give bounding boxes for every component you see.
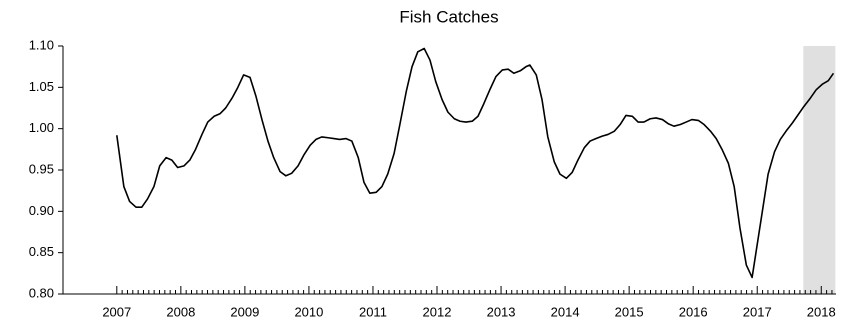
x-tick-label: 2015 — [615, 304, 644, 319]
chart-title: Fish Catches — [399, 7, 498, 26]
x-tick-label: 2012 — [423, 304, 452, 319]
shaded-region — [803, 46, 836, 294]
y-tick-label: 0.80 — [29, 285, 54, 300]
x-tick-label: 2007 — [102, 304, 131, 319]
y-tick-label: 1.05 — [29, 79, 54, 94]
x-tick-label: 2008 — [166, 304, 195, 319]
x-tick-label: 2010 — [294, 304, 323, 319]
x-tick-label: 2013 — [487, 304, 516, 319]
y-tick-label: 0.95 — [29, 161, 54, 176]
y-tick-label: 1.00 — [29, 120, 54, 135]
x-tick-label: 2011 — [359, 304, 387, 319]
x-tick-label: 2017 — [743, 304, 772, 319]
x-tick-label: 2018 — [807, 304, 836, 319]
y-tick-label: 0.90 — [29, 203, 54, 218]
line-series — [116, 47, 835, 279]
y-tick-label: 0.85 — [29, 244, 54, 259]
x-tick-label: 2014 — [551, 304, 580, 319]
x-tick-label: 2009 — [230, 304, 259, 319]
x-tick-label: 2016 — [679, 304, 708, 319]
y-tick-label: 1.10 — [29, 37, 54, 52]
